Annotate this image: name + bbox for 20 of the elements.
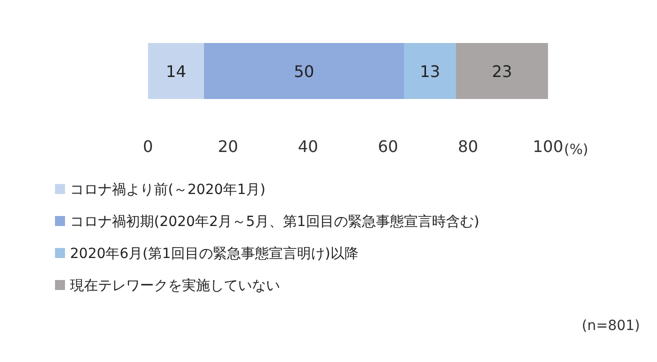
legend-label: コロナ禍初期(2020年2月～5月、第1回目の緊急事態宣言時含む): [70, 214, 480, 230]
data-label: 23: [492, 62, 512, 81]
text: (n=801): [582, 318, 640, 334]
x-tick-label: 80: [458, 137, 478, 156]
x-tick-label: 20: [218, 137, 238, 156]
data-label: 50: [294, 62, 314, 81]
bar: [456, 43, 548, 99]
x-tick-label: 100: [532, 137, 564, 156]
legend-label: 現在テレワークを実施していない: [70, 278, 280, 294]
bar: [148, 43, 204, 99]
data-label: 14: [166, 62, 186, 81]
data-label: 13: [420, 62, 440, 81]
x-tick-label: 60: [378, 137, 398, 156]
legend-label: 2020年6月(第1回目の緊急事態宣言明け)以降: [70, 246, 358, 262]
bar: [204, 43, 404, 99]
x-tick-label: 0: [142, 137, 154, 156]
legend-label: コロナ禍より前(～2020年1月): [70, 182, 266, 198]
bar: [404, 43, 456, 99]
x-axis-title: (%): [564, 142, 588, 158]
x-tick-label: 40: [298, 137, 318, 156]
